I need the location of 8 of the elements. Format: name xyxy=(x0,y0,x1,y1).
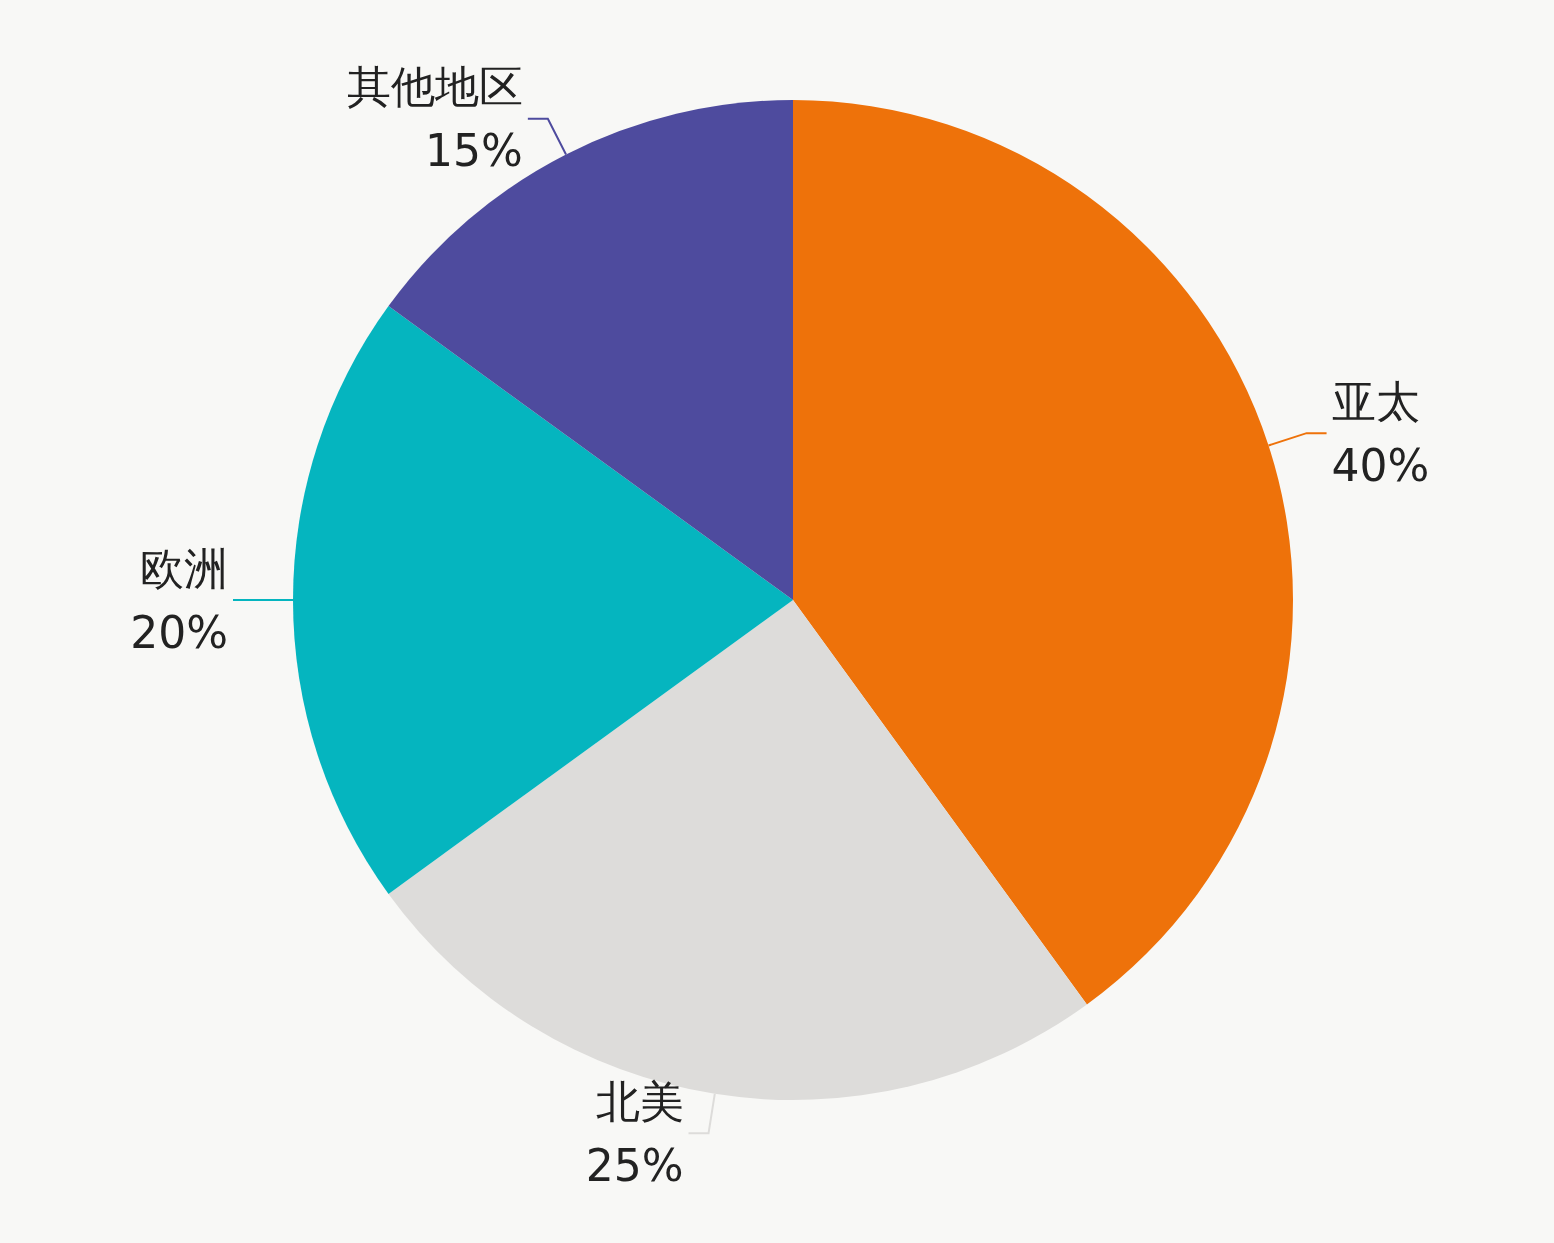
slice-label: 其他地区 xyxy=(346,61,523,113)
data-label: 15% xyxy=(425,125,523,177)
slice-label: 亚太 xyxy=(1331,375,1420,427)
data-label: 20% xyxy=(130,606,228,658)
slice-label: 北美 xyxy=(595,1075,684,1127)
data-label: 25% xyxy=(585,1139,684,1191)
data-label: 40% xyxy=(1331,439,1430,491)
slice-label: 欧洲 xyxy=(140,542,228,594)
